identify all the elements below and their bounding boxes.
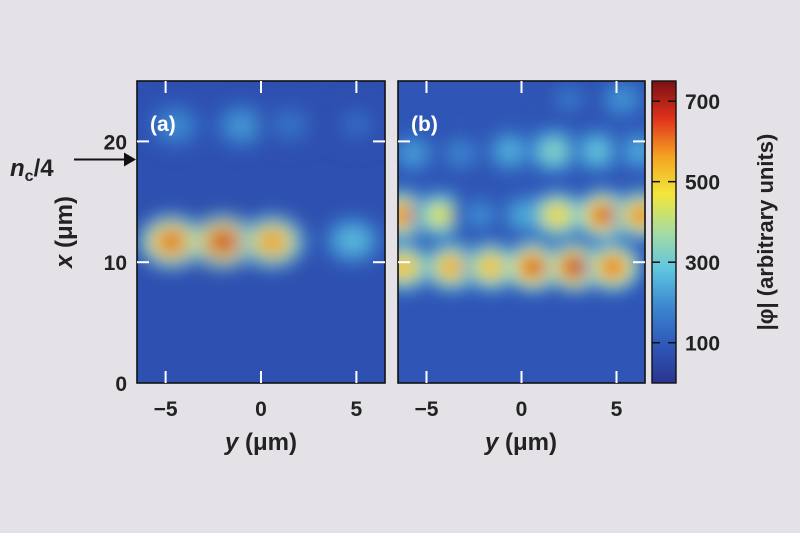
heatmap-spot-a-7-core3 xyxy=(348,118,365,131)
heatmap-spot-a-0-core3 xyxy=(163,235,180,249)
heatmap-spot-b-13-core3 xyxy=(406,147,421,160)
tick-marks-a xyxy=(137,81,385,383)
heatmap-spot-b-18-core3 xyxy=(632,145,645,157)
heatmap-spot-b-19-core3 xyxy=(562,93,576,106)
heatmap-spot-b-15-core3 xyxy=(503,145,517,157)
heatmap-spot-b-11-core3 xyxy=(596,209,611,222)
x-tick-label-a-2: 5 xyxy=(351,398,363,421)
tick-marks-b xyxy=(398,81,645,383)
heatmap-spot-a-6-core3 xyxy=(281,118,298,131)
colorbar-gradient xyxy=(651,80,677,384)
heatmap-spot-b-10-core3 xyxy=(550,209,565,222)
x-tick-label-b-2: 5 xyxy=(611,398,623,421)
heatmap-spot-b-8-core3 xyxy=(472,209,487,222)
colorbar-tick-label-3: 700 xyxy=(685,91,720,114)
x-tick-label-b-1: 0 xyxy=(516,398,528,421)
heatmap-spot-b-5-core3 xyxy=(605,261,620,273)
x-tick-label-a-0: −5 xyxy=(154,398,178,421)
critical-density-annotation: nc/4 xyxy=(10,152,136,185)
heatmap-spot-b-1-core3 xyxy=(444,261,459,273)
heatmap-spot-b-17-core3 xyxy=(590,145,605,157)
x-axis-title-b: y (μm) xyxy=(484,429,557,456)
colorbar-ticks: 100 300 500 700 xyxy=(652,91,720,356)
x-tick-label-b-0: −5 xyxy=(415,398,439,421)
heatmap-spot-a-4-core3 xyxy=(167,119,183,133)
y-tick-label-1: 10 xyxy=(104,252,127,275)
panel-b: −5 0 5 (b) y (μm) xyxy=(397,80,646,456)
colorbar-title: |φ| (arbitrary units) xyxy=(753,134,778,331)
heatmap-spot-a-1-core3 xyxy=(215,235,231,249)
heatmap-spot-b-9-core3 xyxy=(518,209,533,222)
y-tick-label-2: 20 xyxy=(104,131,127,154)
panel-label-a: (a) xyxy=(150,113,176,136)
heatmap-spot-b-20-core3 xyxy=(615,93,630,106)
colorbar-tick-label-1: 300 xyxy=(685,252,720,275)
heatmap-spot-b-14-core3 xyxy=(453,147,468,160)
panel-a: −5 0 5 0 10 20 (a) y (μm) x (μm) xyxy=(51,80,386,456)
colorbar-tick-label-2: 500 xyxy=(685,172,720,195)
tick-labels-a: −5 0 5 0 10 20 xyxy=(104,131,363,421)
panel-label-b: (b) xyxy=(411,113,438,136)
tick-labels-b: −5 0 5 xyxy=(415,398,623,421)
critical-density-arrowhead xyxy=(124,152,136,167)
heatmap-spot-b-3-core3 xyxy=(526,261,540,273)
y-axis-title: x (μm) xyxy=(51,196,78,270)
heatmap-spot-a-5-core3 xyxy=(234,119,250,133)
heatmap-spot-a-3-core3 xyxy=(344,234,361,247)
heatmap-spot-b-16-core3 xyxy=(546,145,561,157)
critical-density-label: nc/4 xyxy=(10,155,54,185)
heatmap-spot-a-2-core3 xyxy=(264,235,281,249)
heatmap-spot-b-7-core3 xyxy=(432,209,447,222)
heatmap-spot-b-12-core3 xyxy=(634,209,645,222)
colorbar-tick-label-0: 100 xyxy=(685,333,720,356)
x-axis-title-a: y (μm) xyxy=(224,429,297,456)
colorbar: 100 300 500 700 |φ| (arbitrary units) xyxy=(651,80,778,384)
x-tick-label-a-1: 0 xyxy=(255,398,267,421)
heatmap-spot-b-0-core3 xyxy=(398,261,411,273)
heatmap-spot-b-2-core3 xyxy=(484,261,498,273)
y-tick-label-0: 0 xyxy=(115,373,127,396)
heatmap-spots-b xyxy=(398,81,645,292)
heatmap-spot-b-4-core3 xyxy=(567,261,582,273)
heatmap-spot-b-6-core3 xyxy=(398,209,409,222)
heatmap-spots-a xyxy=(139,97,385,269)
